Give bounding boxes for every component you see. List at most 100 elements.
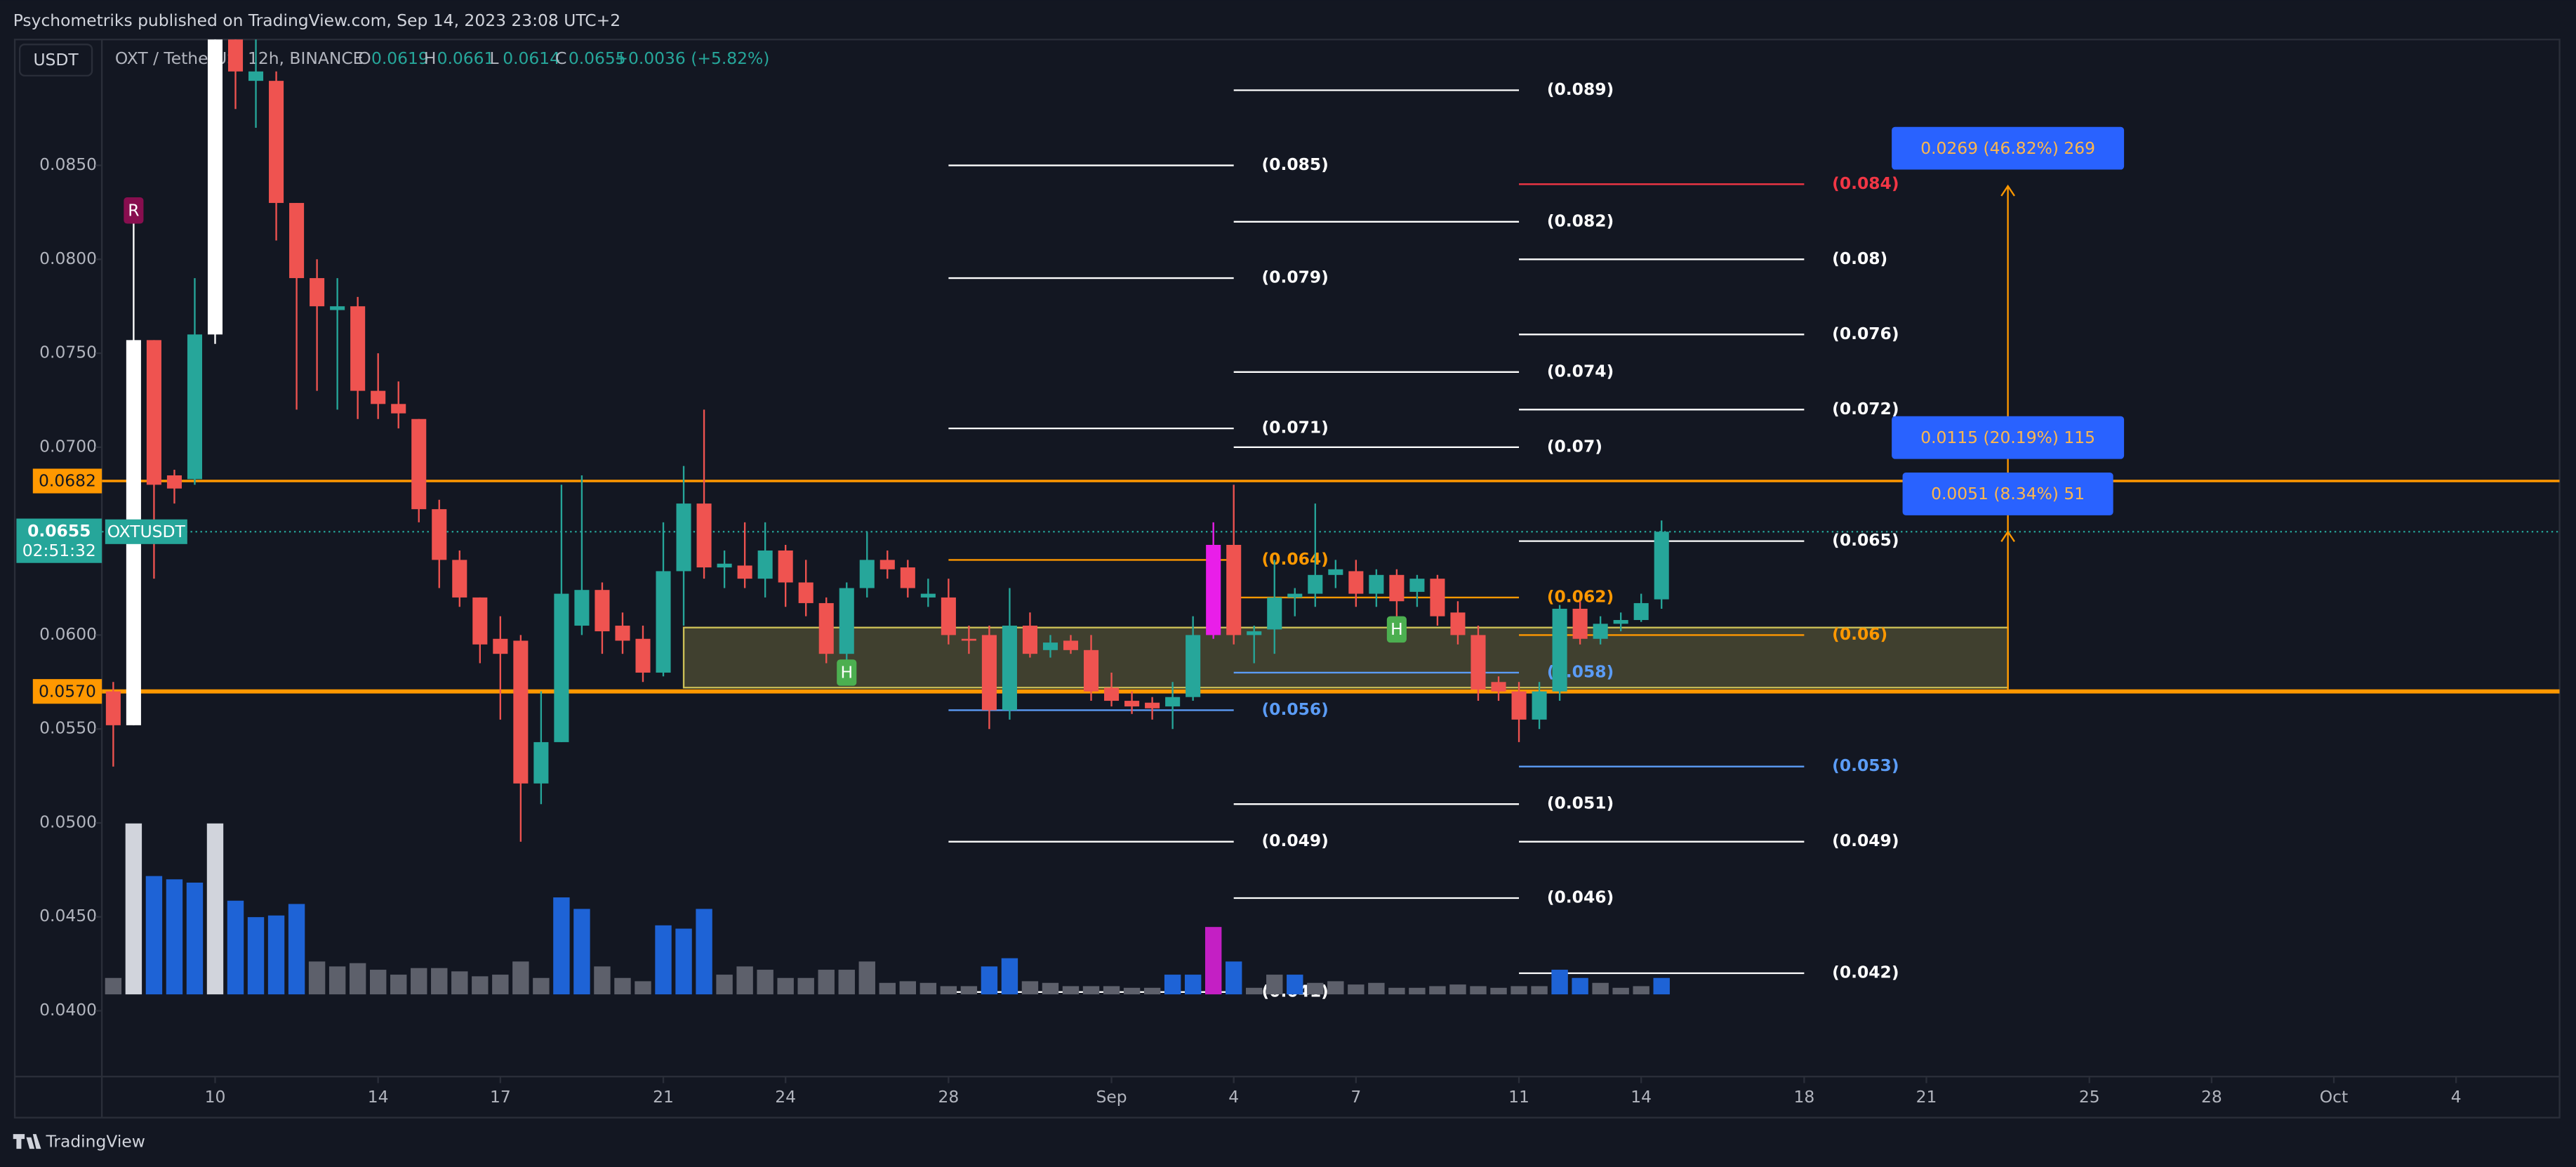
- candle-body: [961, 638, 976, 641]
- candle-body: [533, 741, 549, 784]
- candle-body: [1083, 650, 1099, 692]
- legend-value: 0.0655: [569, 48, 626, 68]
- candle-body: [696, 503, 712, 568]
- legend-value: 0.0614: [503, 48, 560, 68]
- x-tick-label: 25: [2079, 1087, 2100, 1107]
- legend-value: 0.0619: [371, 48, 429, 68]
- volume-bar: [1490, 987, 1507, 995]
- level-label: (0.042): [1832, 963, 1899, 982]
- candle-body: [207, 39, 223, 335]
- volume-bar: [431, 968, 448, 995]
- candle-body: [1409, 579, 1425, 592]
- candle-body: [1552, 608, 1567, 692]
- candle-body: [1002, 626, 1017, 711]
- candle-body: [187, 334, 202, 480]
- last-price-label: 0.0655: [27, 521, 91, 541]
- candle-body: [1308, 574, 1323, 594]
- level-label: (0.072): [1832, 399, 1899, 418]
- x-tick-label: 14: [1631, 1087, 1652, 1107]
- x-tick-label: 24: [775, 1087, 796, 1107]
- symbol-tag-label: OXTUSDT: [107, 522, 186, 541]
- legend-value: 0.0661: [437, 48, 495, 68]
- volume-bar: [267, 915, 285, 995]
- candle-body: [757, 550, 773, 579]
- candle-body: [472, 597, 488, 645]
- volume-bar: [1572, 977, 1588, 995]
- symbol-tag: [105, 519, 187, 544]
- candle-body: [615, 626, 630, 641]
- candle-body: [1613, 620, 1628, 624]
- volume-bar: [1287, 975, 1303, 995]
- x-tick-label: 21: [1916, 1087, 1937, 1107]
- x-tick-label: 14: [368, 1087, 389, 1107]
- volume-bar: [940, 986, 957, 995]
- candle-body: [493, 638, 508, 654]
- level-label: (0.076): [1832, 324, 1899, 343]
- candle-body: [1389, 574, 1405, 602]
- candle-body: [1572, 608, 1588, 639]
- volume-bar: [736, 966, 753, 995]
- volume-bar: [1470, 986, 1487, 995]
- candle-body: [1042, 642, 1058, 650]
- volume-bar: [919, 982, 937, 995]
- level-label: (0.08): [1832, 249, 1887, 268]
- volume-bar: [960, 986, 978, 995]
- volume-bar: [533, 977, 550, 995]
- x-tick-label: Sep: [1096, 1087, 1127, 1107]
- legend-key: L: [489, 48, 498, 68]
- level-label: (0.07): [1547, 436, 1602, 456]
- candle-body: [1328, 569, 1343, 575]
- candle-body: [1247, 631, 1262, 635]
- candle-body: [676, 503, 691, 572]
- candle-body: [452, 560, 467, 598]
- currency[interactable]: USDT: [33, 50, 79, 70]
- volume-bar: [390, 975, 407, 995]
- price-tag-label: 0.0570: [39, 681, 96, 701]
- candle-body: [900, 567, 915, 588]
- level-label: (0.064): [1261, 549, 1328, 569]
- volume-bar: [1266, 975, 1283, 995]
- volume-bar: [472, 976, 489, 995]
- marker-label: H: [1390, 619, 1403, 639]
- volume-bar: [1123, 987, 1141, 995]
- volume-bar: [206, 823, 224, 995]
- level-label: (0.082): [1547, 211, 1614, 230]
- y-tick-label: 0.0500: [39, 812, 97, 831]
- volume-bar: [858, 961, 875, 995]
- volume-bar: [1225, 961, 1242, 995]
- candle-body: [737, 565, 752, 579]
- candle-body: [1430, 579, 1445, 617]
- volume-bar: [1368, 982, 1385, 995]
- volume-bar: [411, 968, 427, 995]
- candle-body: [1633, 602, 1649, 621]
- level-label: (0.053): [1832, 756, 1899, 775]
- candle-body: [1470, 635, 1486, 690]
- candle-body: [330, 306, 345, 310]
- volume-bar: [1204, 927, 1222, 995]
- volume-bar: [1082, 986, 1100, 995]
- candle-body: [1491, 682, 1506, 692]
- level-label: (0.056): [1261, 699, 1328, 719]
- volume-bar: [328, 966, 346, 995]
- marker-label: R: [128, 200, 139, 220]
- level-label: (0.065): [1832, 530, 1899, 550]
- volume-bar: [166, 879, 183, 995]
- candle-body: [1532, 691, 1547, 720]
- volume-bar: [757, 970, 774, 995]
- candle-body: [1165, 697, 1181, 707]
- volume-bar: [1103, 986, 1120, 995]
- volume-bar: [125, 823, 142, 995]
- volume-bar: [369, 970, 387, 995]
- level-label: (0.049): [1261, 831, 1328, 850]
- legend-key: H: [424, 48, 437, 68]
- candle-body: [717, 563, 732, 568]
- marker-label: H: [840, 663, 853, 683]
- candle-body: [981, 635, 997, 711]
- level-label: (0.071): [1261, 418, 1328, 437]
- currency-box[interactable]: [18, 44, 93, 77]
- volume-bar: [675, 928, 692, 995]
- candle-body: [656, 571, 671, 673]
- pane-border: [13, 39, 2561, 1119]
- candle-body: [1104, 687, 1120, 701]
